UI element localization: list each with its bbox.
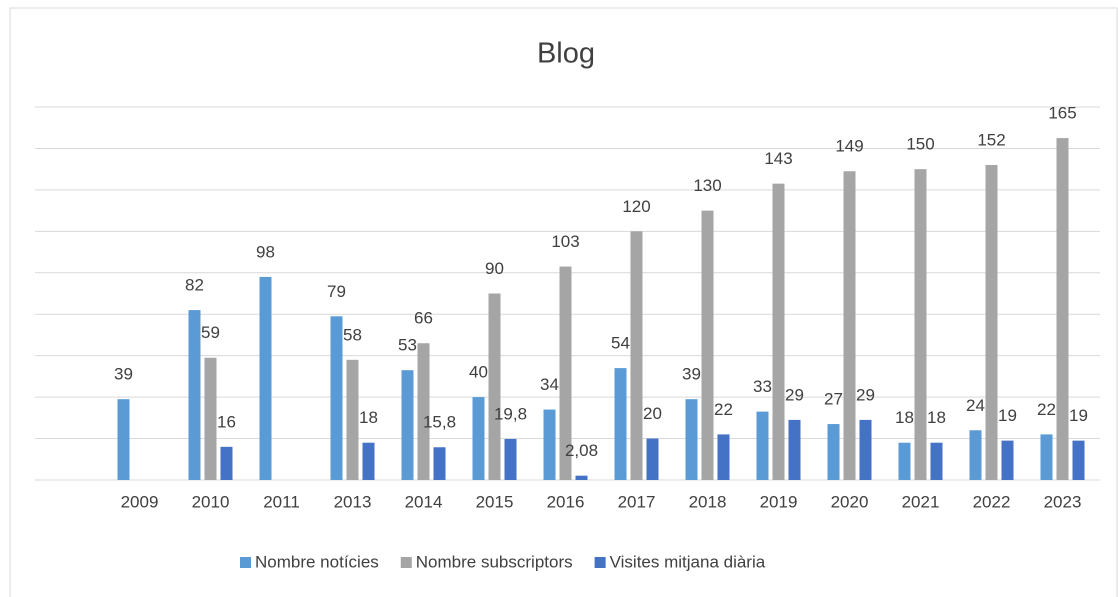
bar — [559, 266, 572, 480]
data-label: 39 — [114, 365, 133, 384]
data-label: 33 — [753, 377, 772, 396]
bar — [259, 276, 272, 480]
bar — [401, 370, 414, 480]
x-tick-label: 2016 — [547, 492, 585, 511]
bar — [701, 210, 714, 480]
legend-swatch — [594, 557, 606, 568]
data-label: 29 — [785, 385, 804, 404]
bar — [985, 165, 998, 480]
bar — [188, 310, 201, 480]
data-label: 53 — [398, 336, 417, 355]
bar — [543, 409, 556, 480]
bar — [859, 419, 872, 480]
bar — [930, 442, 943, 480]
data-label: 18 — [895, 408, 914, 427]
bar — [488, 293, 501, 480]
data-label: 40 — [469, 363, 488, 382]
chart-title: Blog — [537, 38, 595, 70]
data-label: 16 — [217, 412, 236, 431]
data-label: 149 — [835, 137, 863, 156]
bar — [614, 368, 627, 480]
bar — [756, 411, 769, 480]
x-tick-label: 2013 — [334, 492, 372, 511]
bar — [204, 357, 217, 480]
data-label: 18 — [359, 408, 378, 427]
data-label: 150 — [906, 135, 934, 154]
bar — [1056, 138, 1069, 481]
bar — [504, 438, 517, 480]
data-label: 24 — [966, 396, 985, 415]
data-label: 2,08 — [565, 441, 598, 460]
data-label: 27 — [824, 390, 843, 409]
x-tick-label: 2015 — [476, 492, 514, 511]
bar — [898, 442, 911, 480]
bar — [575, 475, 588, 480]
data-label: 19,8 — [494, 404, 527, 423]
data-label: 66 — [414, 309, 433, 328]
legend-label: Nombre subscriptors — [416, 552, 573, 571]
legend-label: Nombre notícies — [255, 552, 379, 571]
x-tick-label: 2019 — [760, 492, 798, 511]
data-label: 58 — [343, 325, 362, 344]
legend-label: Visites mitjana diària — [610, 552, 766, 571]
x-tick-label: 2018 — [689, 492, 727, 511]
data-label: 90 — [485, 259, 504, 278]
bar — [827, 424, 840, 480]
x-tick-label: 2022 — [973, 492, 1011, 511]
bar — [685, 399, 698, 480]
bar — [772, 183, 785, 480]
bar — [788, 419, 801, 480]
bar — [346, 359, 359, 480]
data-label: 39 — [682, 365, 701, 384]
x-tick-label: 2009 — [121, 492, 159, 511]
bar — [362, 442, 375, 480]
data-label: 22 — [1037, 400, 1056, 419]
data-label: 19 — [998, 406, 1017, 425]
bar — [330, 316, 343, 480]
data-label: 20 — [643, 404, 662, 423]
bar — [630, 231, 643, 480]
data-label: 98 — [256, 242, 275, 261]
data-label: 82 — [185, 276, 204, 295]
bar — [717, 434, 730, 480]
data-label: 15,8 — [423, 413, 456, 432]
bar — [417, 343, 430, 480]
x-tick-label: 2017 — [618, 492, 656, 511]
bar — [433, 447, 446, 480]
data-label: 152 — [977, 131, 1005, 150]
x-tick-label: 2023 — [1044, 492, 1082, 511]
data-label: 29 — [856, 385, 875, 404]
x-tick-label: 2020 — [831, 492, 869, 511]
x-tick-label: 2021 — [902, 492, 940, 511]
bar — [1001, 440, 1014, 480]
bar — [969, 430, 982, 480]
data-label: 120 — [622, 197, 650, 216]
bar — [1072, 440, 1085, 480]
bar — [472, 397, 485, 480]
data-label: 143 — [764, 149, 792, 168]
data-label: 79 — [327, 282, 346, 301]
data-label: 18 — [927, 408, 946, 427]
data-label: 19 — [1069, 406, 1088, 425]
legend-swatch — [400, 557, 412, 568]
bar — [843, 171, 856, 480]
bar — [1040, 434, 1053, 480]
data-label: 165 — [1048, 104, 1076, 123]
x-tick-label: 2011 — [263, 492, 300, 511]
bar — [117, 399, 130, 480]
bar — [220, 446, 233, 480]
data-label: 34 — [540, 375, 559, 394]
data-label: 103 — [551, 232, 579, 251]
x-tick-label: 2010 — [192, 492, 230, 511]
data-label: 59 — [201, 323, 220, 342]
bar — [646, 438, 659, 480]
bar — [914, 169, 927, 480]
data-label: 22 — [714, 400, 733, 419]
legend-swatch — [240, 557, 251, 568]
data-label: 130 — [693, 176, 721, 195]
data-label: 54 — [611, 334, 630, 353]
x-tick-label: 2014 — [405, 492, 443, 511]
